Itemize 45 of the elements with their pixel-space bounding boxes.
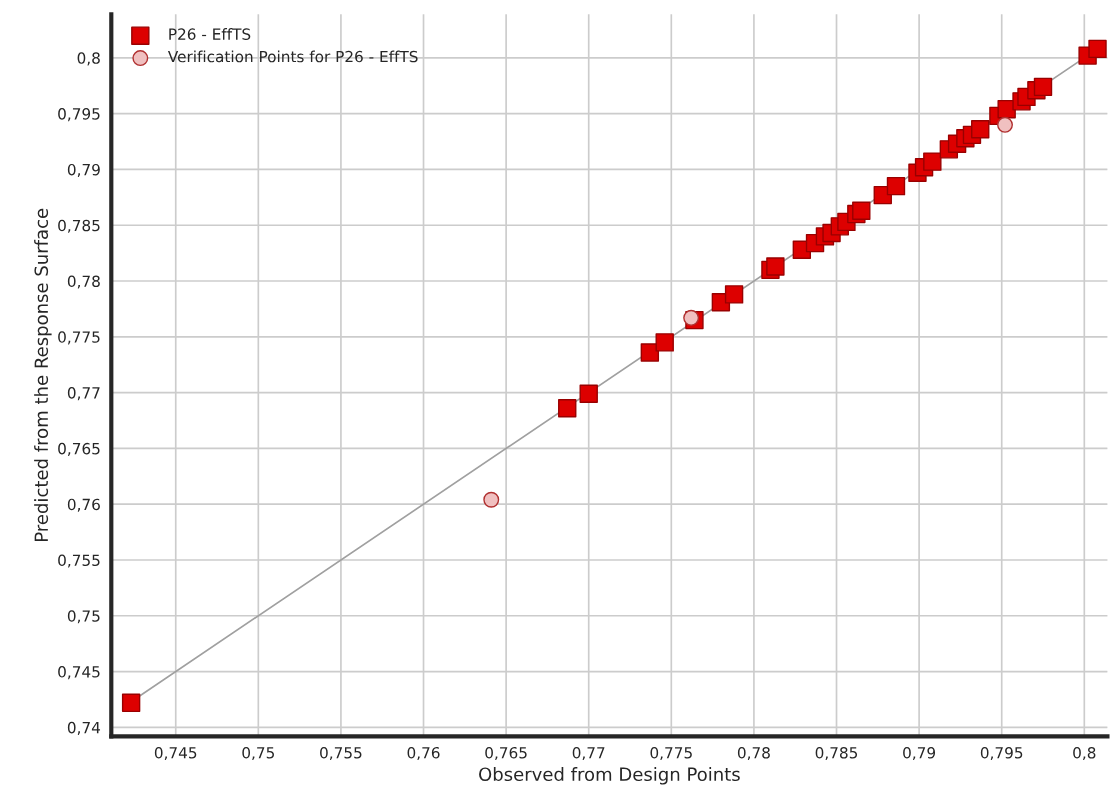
point bbox=[997, 116, 1013, 133]
point bbox=[1088, 39, 1107, 59]
y-tick-label: 0,77 bbox=[67, 387, 100, 401]
x-tick-label: 0,795 bbox=[980, 746, 1023, 761]
y-tick-label: 0,75 bbox=[67, 610, 100, 624]
y-tick-label: 0,79 bbox=[67, 163, 100, 178]
point bbox=[886, 176, 906, 196]
y-axis-title: Predicted from the Response Surface bbox=[34, 208, 52, 541]
x-tick-label: 0,75 bbox=[242, 746, 274, 761]
point bbox=[655, 333, 674, 352]
x-tick-label: 0,78 bbox=[737, 746, 770, 761]
y-tick-label: 0,76 bbox=[67, 498, 100, 512]
y-tick-label: 0,78 bbox=[67, 275, 100, 289]
y-tick-label: 0,775 bbox=[58, 331, 100, 345]
legend-label: P26 - EffTS bbox=[169, 28, 251, 40]
point bbox=[766, 257, 785, 276]
y-tick-label: 0,8 bbox=[77, 52, 100, 66]
y-tick-label: 0,74 bbox=[67, 721, 101, 735]
point bbox=[683, 309, 700, 326]
x-tick-label: 0,765 bbox=[485, 746, 527, 761]
y-tick-label: 0,745 bbox=[58, 666, 100, 680]
x-tick-label: 0,745 bbox=[154, 746, 197, 761]
point bbox=[640, 343, 660, 362]
point bbox=[724, 285, 744, 304]
y-tick-label: 0,795 bbox=[58, 108, 100, 122]
x-tick-label: 0,77 bbox=[572, 746, 605, 761]
x-axis-title: Observed from Design Points bbox=[479, 767, 740, 785]
legend-label: Verification Points for P26 - EffTS bbox=[167, 50, 418, 63]
x-tick-label: 0,775 bbox=[650, 746, 692, 761]
point bbox=[483, 491, 500, 508]
x-tick-label: 0,76 bbox=[407, 746, 440, 761]
y-tick-label: 0,785 bbox=[58, 219, 100, 233]
y-tick-label: 0,755 bbox=[58, 554, 100, 568]
x-tick-label: 0,785 bbox=[815, 746, 858, 761]
y-tick-label: 0,765 bbox=[58, 442, 100, 456]
point bbox=[923, 152, 942, 171]
x-tick-label: 0,79 bbox=[903, 746, 936, 761]
x-tick-label: 0,8 bbox=[1073, 746, 1096, 761]
point bbox=[121, 693, 141, 713]
x-tick-label: 0,755 bbox=[320, 746, 362, 761]
point bbox=[579, 384, 598, 403]
point bbox=[558, 399, 577, 418]
point bbox=[1033, 77, 1053, 97]
point bbox=[852, 201, 871, 220]
point bbox=[971, 120, 990, 139]
